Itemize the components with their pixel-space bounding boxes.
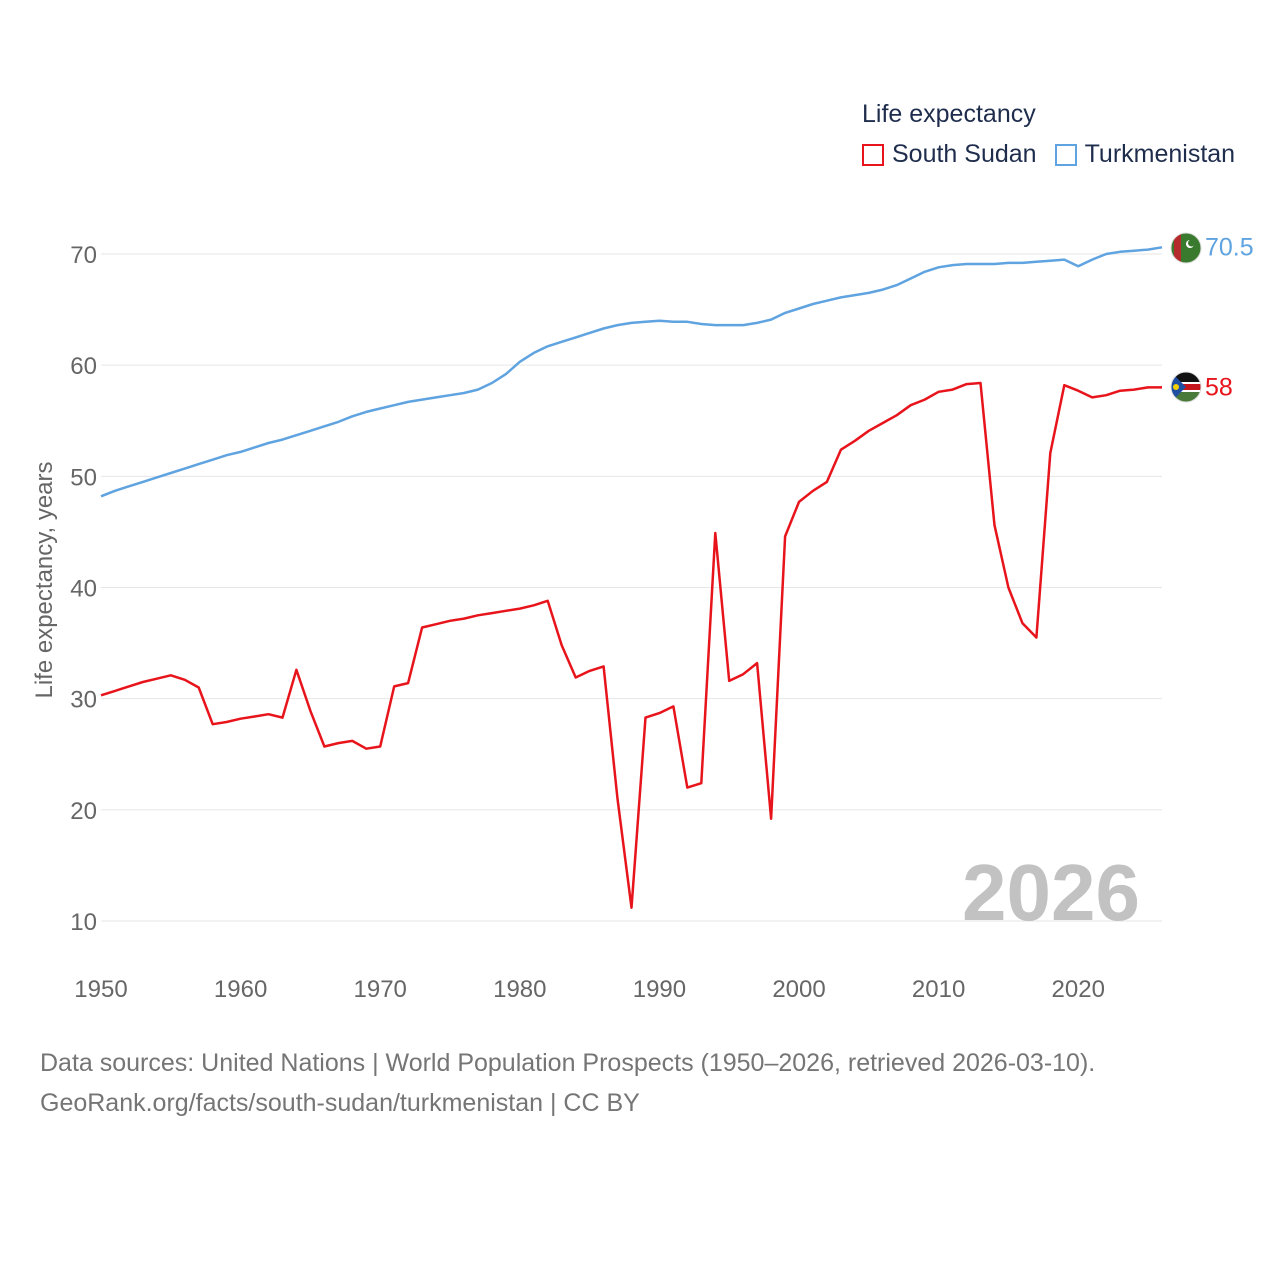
- legend-item-turkmenistan[interactable]: Turkmenistan: [1054, 140, 1236, 169]
- x-tick-label: 2020: [1052, 976, 1105, 1003]
- chart-gridlines: [101, 253, 1162, 922]
- legend-swatch-turkmenistan: [1054, 143, 1077, 166]
- y-tick-label: 40: [70, 576, 97, 603]
- y-tick-label: 30: [70, 687, 97, 714]
- y-tick-label: 60: [70, 353, 97, 380]
- x-axis-ticks: 1950 1960 1970 1980 1990 2000 2010 2020: [74, 976, 1105, 1003]
- source-link[interactable]: GeoRank.org/facts/south-sudan/turkmenist…: [40, 1089, 640, 1117]
- x-tick-label: 1970: [354, 976, 407, 1003]
- series-line-south-sudan: [100, 381, 1162, 909]
- x-tick-label: 1980: [493, 976, 546, 1003]
- y-tick-label: 70: [70, 242, 97, 269]
- south-sudan-flag-icon: [1170, 371, 1202, 403]
- data-sources-text: Data sources: United Nations | World Pop…: [40, 1049, 1096, 1077]
- end-label-south-sudan: 58: [1205, 373, 1233, 401]
- end-label-turkmenistan: 70.5: [1205, 233, 1254, 261]
- series-lines: [100, 246, 1163, 909]
- y-axis-label: Life expectancy, years: [31, 461, 58, 698]
- x-tick-label: 2000: [772, 976, 825, 1003]
- series-end-labels: 58 70.5: [1205, 233, 1254, 401]
- legend: South Sudan Turkmenistan: [862, 140, 1253, 169]
- series-end-markers: [1170, 232, 1202, 403]
- legend-label-turkmenistan: Turkmenistan: [1084, 140, 1236, 168]
- legend-swatch-south-sudan: [862, 143, 884, 166]
- series-line-turkmenistan: [100, 246, 1163, 498]
- y-axis-ticks: 10 20 30 40 50 60 70: [70, 242, 97, 936]
- x-tick-label: 1990: [633, 976, 686, 1003]
- footer: Data sources: United Nations | World Pop…: [40, 1043, 1095, 1123]
- legend-label-south-sudan: South Sudan: [892, 140, 1037, 168]
- y-tick-label: 50: [70, 464, 97, 491]
- y-tick-label: 20: [70, 798, 97, 825]
- legend-item-south-sudan[interactable]: South Sudan: [862, 140, 1037, 169]
- year-watermark: 2026: [962, 848, 1140, 937]
- x-tick-label: 1950: [74, 976, 127, 1003]
- x-tick-label: 2010: [912, 976, 965, 1003]
- turkmenistan-flag-icon: [1170, 232, 1202, 264]
- y-tick-label: 10: [70, 909, 97, 936]
- x-tick-label: 1960: [214, 976, 267, 1003]
- legend-title: Life expectancy: [862, 100, 1036, 128]
